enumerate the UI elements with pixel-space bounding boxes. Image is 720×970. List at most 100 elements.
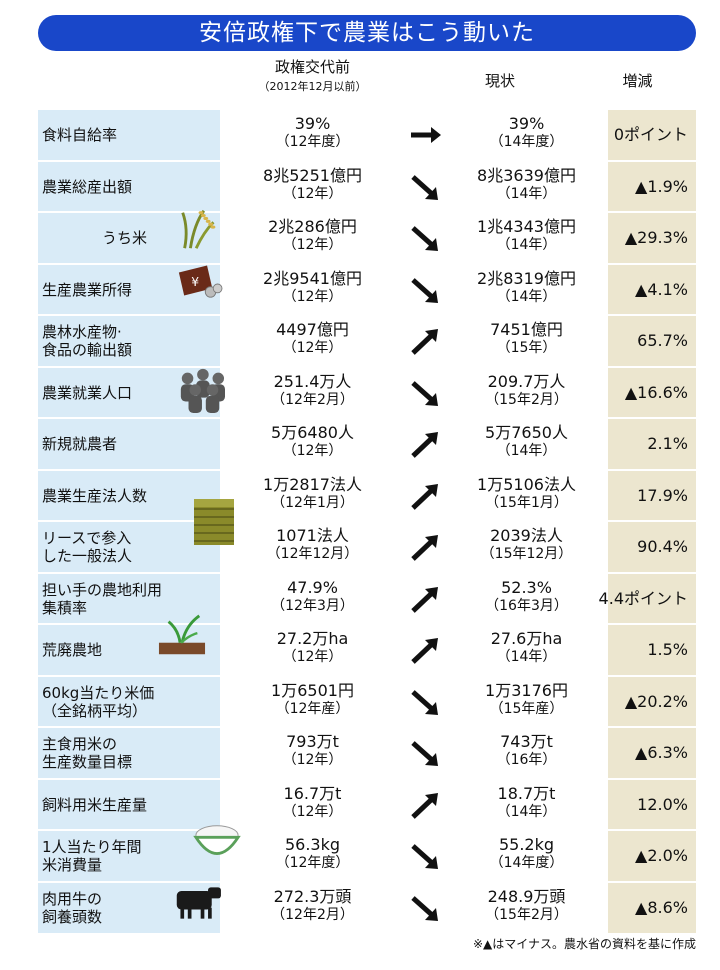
change-value: 1.5% [647,640,688,659]
cow-icon [176,887,221,919]
change-cell: ▲29.3% [608,213,696,263]
change-cell: ▲8.6% [608,882,696,933]
before-amount: 8兆5251億円 [263,165,362,185]
before-value: 251.4万人 （12年2月） [220,372,405,410]
label-cell: リースで参入 した一般法人 [38,522,220,572]
now-amount: 1兆4343億円 [477,217,576,236]
label-cell: 新規就農者 [38,419,220,469]
before-period: （12年3月） [271,597,354,614]
arrow-head [425,856,438,869]
before-amount: 16.7万t [283,783,342,803]
now-period: （14年） [496,803,557,820]
now-cell: 5万7650人 （14年） [445,419,608,469]
now-period: （14年度） [489,855,564,871]
rice-bowl-icon [193,825,241,855]
now-period: （14年） [496,288,557,305]
row-label-line: 集積率 [42,598,88,617]
row-label-line: した一般法人 [42,547,133,565]
label-cell: 1人当たり年間 米消費量 [38,831,220,881]
now-period: （16年） [496,752,557,768]
now-value: 39% （14年度） [445,114,608,152]
row-label: 農業総産出額 [42,162,132,212]
arrow-head [425,701,438,715]
row-label: 60kg当たり米価 （全銘柄平均） [42,677,154,727]
before-amount: 1万2817法人 [263,474,362,494]
now-amount: 1万3176円 [485,680,568,700]
row-label-line: うち米 [102,229,148,247]
before-value: 4497億円 （12年） [220,320,405,358]
now-value: 2039法人 （15年12月） [445,526,608,564]
table-row: 60kg当たり米価 （全銘柄平均） 1万6501円 （12年産） 1万3176円 （15年… [38,674,696,727]
now-amount: 209.7万人 [487,371,566,391]
before-value: 56.3kg （12年度） [220,835,405,873]
yen-money-icon: ¥ [178,265,223,298]
before-cell: 56.3kg （12年度） [220,831,405,881]
table-row: 農業生産法人数 1万2817法人 （12年1月） 1万5106法人 （15年1月） 17.… [38,468,696,521]
row-label-line: 飼養頭数 [42,907,103,926]
now-period: （15年2月） [485,391,568,408]
arrow-cell [405,110,445,160]
before-period: （12年） [282,237,343,253]
now-value: 1万3176円 （15年産） [445,681,608,719]
row-label: 飼料用米生産量 [42,780,147,830]
now-amount: 248.9万頭 [487,886,566,906]
before-amount: 793万t [286,732,339,751]
before-period: （12年産） [275,700,350,717]
row-label-line: 農業就業人口 [42,383,133,402]
change-cell: 4.4ポイント [599,573,696,624]
now-period: （15年） [496,340,557,356]
trend-up-arrow-icon [411,792,438,819]
change-value: 65.7% [637,331,688,350]
before-amount: 39% [294,114,331,133]
row-label: 担い手の農地利用 集積率 [42,574,162,624]
header-before-label: 政権交代前 [274,58,350,76]
row-label-line: （全銘柄平均） [42,701,148,720]
change-cell: ▲4.1% [608,264,696,315]
now-cell: 2039法人 （15年12月） [445,522,608,572]
change-cell: 1.5% [608,625,696,675]
before-amount: 1071法人 [276,526,349,545]
trend-down-arrow-icon [411,741,438,766]
label-cell: 食料自給率 [38,110,220,160]
before-amount: 5万6480人 [271,423,354,442]
arrow-shaft [411,796,434,819]
before-period: （12年12月） [266,546,359,562]
before-period: （12年1月） [271,494,354,511]
change-cell: 90.4% [608,522,696,572]
arrow-head [425,638,438,651]
trend-down-arrow-icon [411,226,438,251]
label-cell: 飼料用米生産量 [38,779,220,830]
now-amount: 52.3% [501,577,552,597]
before-value: 16.7万t （12年） [220,784,405,822]
arrow-head [425,238,438,251]
now-value: 209.7万人 （15年2月） [445,372,608,410]
before-cell: 1071法人 （12年12月） [220,522,405,572]
now-cell: 39% （14年度） [445,110,608,160]
label-cell: 主食用米の 生産数量目標 [38,728,220,778]
arrow-shaft [411,174,434,196]
now-cell: 55.2kg （14年度） [445,831,608,881]
before-cell: 47.9% （12年3月） [220,573,405,624]
row-label: 新規就農者 [42,419,117,469]
now-period: （14年） [496,185,557,202]
now-period: （15年2月） [485,906,568,923]
row-label: 食料自給率 [42,110,117,160]
trend-flat-arrow-icon [411,127,441,143]
people-icon [180,368,225,413]
arrow-shaft [411,642,434,664]
now-cell: 27.6万ha （14年） [445,625,608,675]
change-value: 2.1% [647,434,688,453]
page-title: 安倍政権下で農業はこう動いた [38,15,696,51]
change-value: ▲6.3% [635,743,688,762]
trend-down-arrow-icon [411,380,438,406]
arrow-cell [405,316,445,366]
arrow-cell [405,831,445,881]
arrow-shaft [411,436,434,458]
row-label-line: リースで参入 [42,529,132,547]
arrow-cell [405,213,445,263]
now-amount: 5万7650人 [485,423,568,442]
table-row: 担い手の農地利用 集積率 47.9% （12年3月） 52.3% （16年3月） 4.4ポイ… [38,571,696,624]
now-cell: 248.9万頭 （15年2月） [445,882,608,933]
now-value: 1万5106法人 （15年1月） [445,475,608,513]
now-amount: 55.2kg [498,835,555,854]
